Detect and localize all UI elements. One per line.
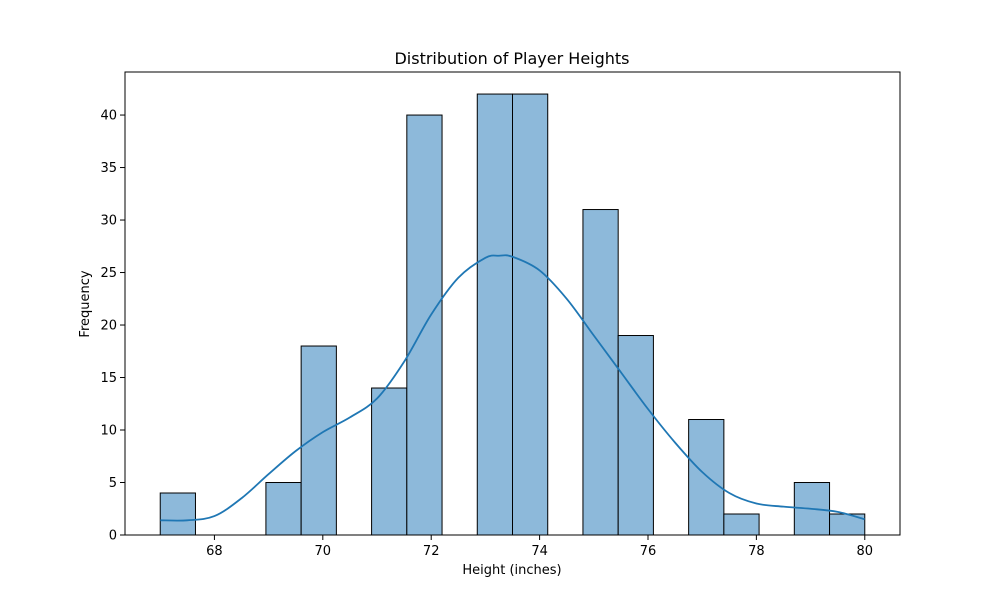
x-tick-label-68: 68 <box>206 544 223 559</box>
histogram-bar-13 <box>617 335 654 536</box>
y-axis-label: Frequency <box>78 270 93 337</box>
histogram-bar-15 <box>688 419 725 536</box>
x-tick-label-72: 72 <box>423 544 440 559</box>
histogram-bar-0 <box>159 492 196 536</box>
plot-frame <box>124 71 901 536</box>
x-tick-label-74: 74 <box>531 544 548 559</box>
y-tick-label-15: 15 <box>100 371 117 386</box>
y-tick-label-20: 20 <box>100 319 117 334</box>
y-tick-label-10: 10 <box>100 424 117 439</box>
chart-title: Distribution of Player Heights <box>394 49 629 68</box>
y-tick-label-30: 30 <box>100 214 117 229</box>
histogram-bar-16 <box>723 513 760 536</box>
y-tick-label-40: 40 <box>100 109 117 124</box>
histogram-bar-6 <box>371 387 408 536</box>
histogram-bar-12 <box>582 209 619 536</box>
y-tick-label-0: 0 <box>109 529 117 544</box>
y-axis-ticks: 0 5 10 15 20 25 30 35 40 <box>100 109 125 544</box>
y-tick-label-5: 5 <box>109 476 117 491</box>
x-axis-ticks: 68 70 72 74 76 78 80 <box>206 535 873 559</box>
x-tick-label-78: 78 <box>748 544 765 559</box>
bars-group <box>159 93 866 536</box>
histogram-bar-4 <box>300 345 337 536</box>
histogram-bar-9 <box>476 93 513 536</box>
kde-curve <box>160 254 866 522</box>
x-tick-label-80: 80 <box>856 544 873 559</box>
y-tick-label-25: 25 <box>100 266 117 281</box>
x-tick-label-70: 70 <box>315 544 332 559</box>
x-axis-label: Height (inches) <box>462 563 561 578</box>
x-tick-label-76: 76 <box>640 544 657 559</box>
y-tick-label-35: 35 <box>100 161 117 176</box>
histogram-bar-3 <box>265 482 302 536</box>
histogram-bar-10 <box>512 93 549 536</box>
